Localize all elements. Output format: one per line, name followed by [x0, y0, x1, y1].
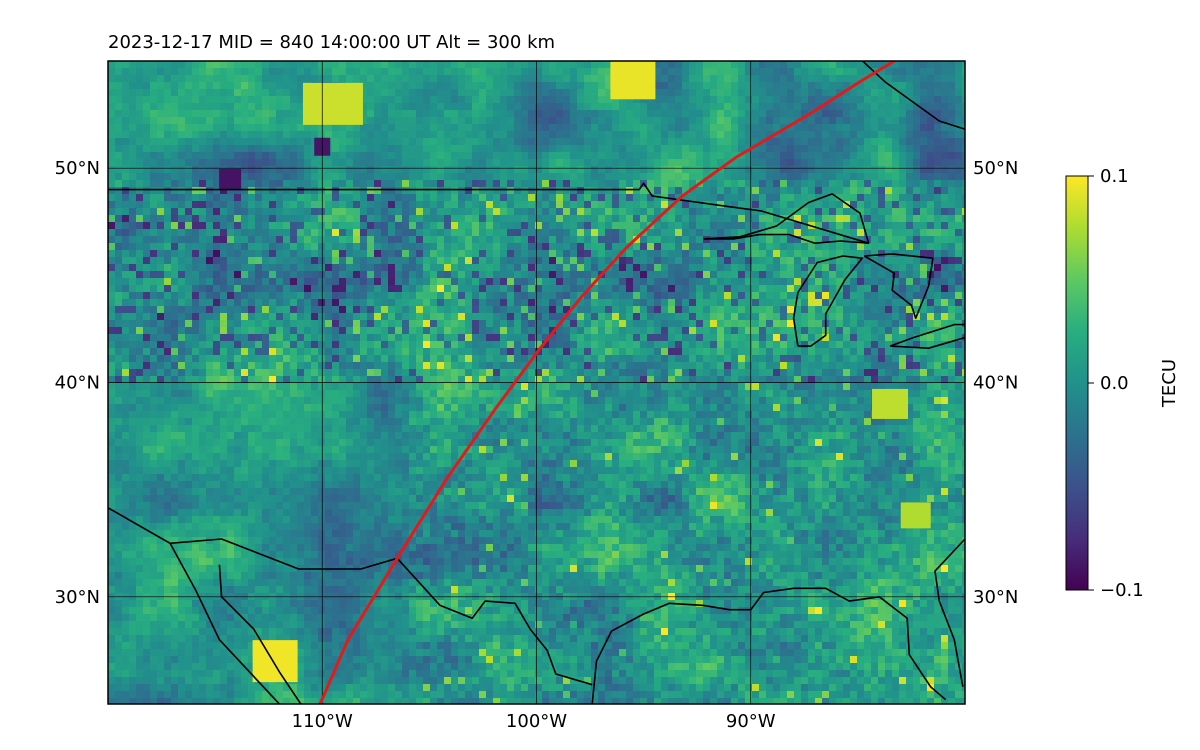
hudson-bay-coast-line	[861, 61, 965, 131]
plot-title: 2023-12-17 MID = 840 14:00:00 UT Alt = 3…	[108, 32, 555, 53]
colorbar-label: TECU	[1159, 359, 1180, 408]
lake-erie-line	[889, 323, 965, 349]
y-tick-label-left: 50°N	[55, 158, 100, 179]
axis-ticks: 110°W 100°W 90°W 30°N 30°N 40°N 40°N 50°N 50°N	[55, 158, 1019, 732]
gulf-coast-line	[591, 587, 947, 704]
colorbar-tick-label: 0.1	[1100, 166, 1129, 187]
y-tick-label-right: 30°N	[973, 587, 1018, 608]
tec-heatmap	[108, 61, 965, 704]
coastlines-and-borders	[108, 61, 965, 704]
y-tick-label-left: 40°N	[55, 373, 100, 394]
colorbar-tick-label: 0.0	[1100, 373, 1129, 394]
map-area	[108, 61, 965, 704]
florida-atlantic-coast-line	[934, 538, 965, 688]
y-tick-label-right: 50°N	[973, 158, 1018, 179]
colorbar: 0.1 0.0 −0.1 TECU	[1065, 166, 1180, 601]
graticule	[108, 61, 965, 704]
colorbar-ticks: 0.1 0.0 −0.1	[1088, 166, 1144, 601]
lake-huron-line	[863, 253, 934, 319]
y-tick-label-right: 40°N	[973, 373, 1018, 394]
colorbar-gradient	[1066, 176, 1088, 590]
y-tick-label-left: 30°N	[55, 587, 100, 608]
x-tick-label: 100°W	[506, 711, 567, 732]
canada-us-border-line	[108, 182, 869, 244]
us-mexico-border-line	[170, 538, 593, 686]
lake-superior-line	[703, 193, 870, 244]
x-tick-label: 110°W	[292, 711, 353, 732]
pacific-coast-line	[108, 506, 280, 704]
satellite-track-line	[318, 61, 896, 704]
map-frame	[107, 60, 966, 705]
x-tick-label: 90°W	[726, 711, 776, 732]
lake-michigan-line	[792, 255, 863, 347]
colorbar-tick-label: −0.1	[1100, 580, 1144, 601]
gulf-of-california-line	[218, 564, 302, 704]
